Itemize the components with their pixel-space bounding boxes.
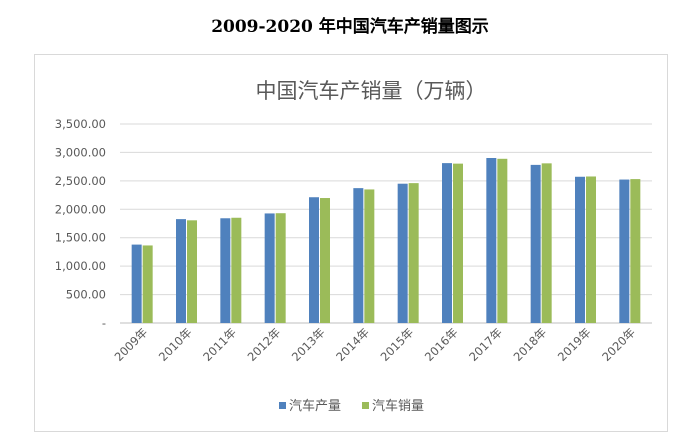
bar-production-3 bbox=[220, 218, 231, 323]
y-tick-label: 3,000.00 bbox=[55, 145, 106, 159]
x-axis-ticks: 2009年 2010年 2011年 2012年 2013年 2014年 2015年 2016年… bbox=[112, 325, 638, 364]
bar-production-9 bbox=[486, 158, 497, 323]
chart-title: 中国汽车产销量（万辆） bbox=[256, 79, 487, 103]
x-tick-label: 2015年 bbox=[378, 325, 417, 364]
bar-production-2 bbox=[176, 219, 186, 323]
y-axis-ticks: - 500.00 1,000.00 1,500.00 2,000.00 2,500.00 3… bbox=[55, 117, 106, 330]
x-tick-label: 2017年 bbox=[466, 325, 505, 364]
chart-frame bbox=[34, 54, 668, 432]
x-tick-label: 2013年 bbox=[289, 325, 328, 364]
bar-production-4 bbox=[264, 213, 275, 323]
y-tick-label: - bbox=[102, 316, 106, 330]
y-tick-label: 500.00 bbox=[66, 288, 106, 302]
x-tick-label: 2018年 bbox=[511, 325, 550, 364]
bar-production-6 bbox=[353, 188, 364, 323]
x-tick-label: 2019年 bbox=[555, 325, 594, 364]
legend: 汽车产量 汽车销量 bbox=[279, 398, 424, 414]
bar-production-1 bbox=[131, 244, 142, 323]
x-tick-label: 2020年 bbox=[599, 325, 638, 364]
bar-production-10 bbox=[530, 164, 541, 323]
x-tick-label: 2010年 bbox=[156, 325, 195, 364]
legend-label: 汽车产量 bbox=[289, 398, 341, 414]
bar-sales-6 bbox=[364, 189, 375, 323]
legend-swatch bbox=[279, 402, 286, 409]
bar-sales-12 bbox=[630, 179, 641, 323]
y-tick-label: 3,500.00 bbox=[55, 117, 106, 131]
bar-sales-4 bbox=[275, 213, 286, 323]
gridlines bbox=[120, 123, 652, 324]
x-tick-label: 2012年 bbox=[245, 325, 284, 364]
bar-sales-11 bbox=[586, 176, 596, 323]
bar-sales-10 bbox=[541, 163, 552, 323]
bar-production-7 bbox=[397, 183, 408, 323]
y-tick-label: 1,000.00 bbox=[55, 259, 106, 273]
bar-production-11 bbox=[575, 176, 585, 323]
bar-sales-5 bbox=[320, 198, 330, 323]
bar-production-5 bbox=[309, 197, 319, 323]
bar-sales-8 bbox=[453, 163, 463, 323]
x-tick-label: 2014年 bbox=[333, 325, 372, 364]
bar-sales-2 bbox=[187, 220, 197, 323]
page-title: 2009-2020 年中国汽车产销量图示 bbox=[211, 17, 489, 37]
legend-label: 汽车销量 bbox=[372, 398, 424, 414]
bar-production-12 bbox=[619, 179, 630, 323]
bars bbox=[131, 158, 641, 323]
bar-sales-1 bbox=[142, 245, 153, 323]
bar-sales-9 bbox=[497, 158, 508, 323]
y-tick-label: 1,500.00 bbox=[55, 231, 106, 245]
legend-swatch bbox=[362, 402, 369, 409]
y-tick-label: 2,000.00 bbox=[55, 202, 106, 216]
bar-sales-7 bbox=[408, 183, 419, 323]
bar-sales-3 bbox=[231, 217, 242, 323]
x-tick-label: 2009年 bbox=[112, 325, 151, 364]
x-tick-label: 2016年 bbox=[422, 325, 461, 364]
bar-production-8 bbox=[442, 163, 452, 323]
y-tick-label: 2,500.00 bbox=[55, 174, 106, 188]
x-tick-label: 2011年 bbox=[200, 325, 239, 364]
